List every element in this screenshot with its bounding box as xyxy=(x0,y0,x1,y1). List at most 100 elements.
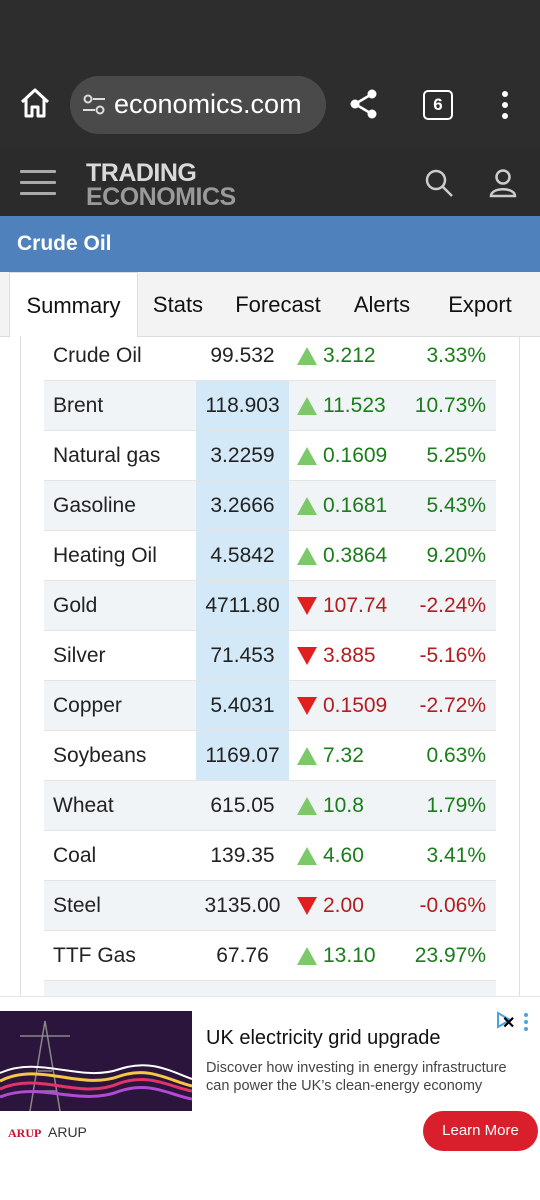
ad-image[interactable] xyxy=(0,1011,192,1111)
up-arrow-icon xyxy=(297,847,317,865)
price-change: 10.8 xyxy=(323,794,364,817)
up-arrow-icon xyxy=(297,547,317,565)
address-bar[interactable]: economics.com xyxy=(70,76,326,134)
table-row[interactable]: Coal 139.35 4.60 3.41% xyxy=(44,831,496,881)
logo-line-1: TRADING xyxy=(86,159,197,187)
learn-more-button[interactable]: Learn More xyxy=(423,1111,538,1151)
table-row[interactable]: TTF Gas 67.76 13.10 23.97% xyxy=(44,931,496,981)
row-divider xyxy=(44,880,496,881)
tab-switcher-button[interactable]: 6 xyxy=(423,90,453,120)
logo-line-2: ECONOMICS xyxy=(86,183,236,211)
up-arrow-icon xyxy=(297,747,317,765)
up-arrow-icon xyxy=(297,497,317,515)
hamburger-menu-icon[interactable] xyxy=(20,170,56,196)
commodity-name[interactable]: Copper xyxy=(53,694,122,717)
percent-change: -5.16% xyxy=(419,644,486,667)
percent-change: 9.20% xyxy=(426,544,486,567)
price-change: 0.1609 xyxy=(323,444,388,467)
tab-summary[interactable]: Summary xyxy=(9,272,138,337)
percent-change: 5.25% xyxy=(426,444,486,467)
commodity-name[interactable]: Crude Oil xyxy=(53,344,142,367)
table-row[interactable]: Natural gas 3.2259 0.1609 5.25% xyxy=(44,431,496,481)
price-change: 107.74 xyxy=(323,594,388,617)
browser-toolbar: economics.com 6 xyxy=(0,62,540,146)
ad-close-icon[interactable]: ✕ xyxy=(502,1015,516,1032)
commodity-name[interactable]: Soybeans xyxy=(53,744,147,767)
tab-export[interactable]: Export xyxy=(448,292,512,317)
table-row[interactable]: Soybeans 1169.07 7.32 0.63% xyxy=(44,731,496,781)
commodity-name[interactable]: Steel xyxy=(53,894,101,917)
commodity-price: 3.2666 xyxy=(196,481,289,531)
percent-change: 0.63% xyxy=(426,744,486,767)
commodity-price: 4.5842 xyxy=(196,531,289,581)
commodity-price: 3135.00 xyxy=(204,894,281,917)
percent-change: -2.24% xyxy=(419,594,486,617)
commodity-name[interactable]: Silver xyxy=(53,644,106,667)
up-arrow-icon xyxy=(297,797,317,815)
table-row[interactable]: Gold 4711.80 107.74 -2.24% xyxy=(44,581,496,631)
table-row[interactable]: Wheat 615.05 10.8 1.79% xyxy=(44,781,496,831)
table-row[interactable]: Heating Oil 4.5842 0.3864 9.20% xyxy=(44,531,496,581)
up-arrow-icon xyxy=(297,447,317,465)
table-row[interactable]: Copper 5.4031 0.1509 -2.72% xyxy=(44,681,496,731)
tab-alerts[interactable]: Alerts xyxy=(353,292,411,317)
table-row[interactable]: Gasoline 3.2666 0.1681 5.43% xyxy=(44,481,496,531)
percent-change: 23.97% xyxy=(414,944,486,967)
percent-change: 5.43% xyxy=(426,494,486,517)
search-icon[interactable] xyxy=(424,168,454,198)
commodity-name[interactable]: Wheat xyxy=(53,794,114,817)
home-icon[interactable] xyxy=(18,86,52,120)
price-change: 0.1681 xyxy=(323,494,388,517)
browser-menu-icon[interactable] xyxy=(498,90,512,120)
commodity-name[interactable]: Natural gas xyxy=(53,444,161,467)
down-arrow-icon xyxy=(297,697,317,715)
price-change: 11.523 xyxy=(323,394,386,417)
share-icon[interactable] xyxy=(348,88,380,120)
ad-brand-name: ARUP xyxy=(48,1124,87,1140)
down-arrow-icon xyxy=(297,647,317,665)
percent-change: 3.33% xyxy=(426,344,486,367)
down-arrow-icon xyxy=(297,897,317,915)
price-change: 3.212 xyxy=(323,344,376,367)
page-title: Crude Oil xyxy=(17,232,112,255)
page-title-bar: Crude Oil xyxy=(0,216,540,272)
price-change: 13.10 xyxy=(323,944,376,967)
ad-menu-icon[interactable] xyxy=(523,1013,529,1031)
tab-forecast[interactable]: Forecast xyxy=(235,292,321,317)
commodity-name[interactable]: Brent xyxy=(53,394,104,417)
site-settings-icon[interactable] xyxy=(82,94,106,116)
commodity-name[interactable]: Gold xyxy=(53,594,98,617)
commodity-name[interactable]: Lead xyxy=(53,981,100,996)
table-row[interactable]: Crude Oil 99.532 3.212 3.33% xyxy=(44,336,496,381)
tab-stats[interactable]: Stats xyxy=(152,292,204,317)
ad-body[interactable]: Discover how investing in energy infrast… xyxy=(206,1060,507,1094)
percent-change: 2.41% xyxy=(426,981,486,996)
site-logo[interactable]: TRADING ECONOMICS xyxy=(86,159,236,211)
table-row[interactable]: Brent 118.903 11.523 10.73% xyxy=(44,381,496,431)
advertisement[interactable]: UK electricity grid upgrade Discover how… xyxy=(0,996,540,1168)
up-arrow-icon xyxy=(297,397,317,415)
ad-headline[interactable]: UK electricity grid upgrade xyxy=(206,1027,441,1049)
price-change: 2.50 xyxy=(323,981,364,996)
table-row[interactable]: Lead 113.50 2.50 2.41% xyxy=(44,981,496,996)
user-icon[interactable] xyxy=(488,168,518,198)
commodity-price: 615.05 xyxy=(210,794,275,817)
up-arrow-icon xyxy=(297,981,317,996)
commodity-name[interactable]: Gasoline xyxy=(53,494,136,517)
row-divider xyxy=(44,480,496,481)
commodity-price: 67.76 xyxy=(216,944,269,967)
percent-change: 1.79% xyxy=(426,794,486,817)
adchoices-icon[interactable] xyxy=(495,1011,513,1029)
commodities-table: Crude Oil 99.532 3.212 3.33% Brent 118.903 11.… xyxy=(20,336,520,996)
commodity-name[interactable]: TTF Gas xyxy=(53,944,136,967)
up-arrow-icon xyxy=(297,947,317,965)
table-row[interactable]: Silver 71.453 3.885 -5.16% xyxy=(44,631,496,681)
price-change: 3.885 xyxy=(323,644,376,667)
commodity-name[interactable]: Coal xyxy=(53,844,97,867)
commodity-price: 118.903 xyxy=(196,381,289,431)
price-change: 4.60 xyxy=(323,844,364,867)
row-divider xyxy=(44,680,496,681)
tab-bar: Summary Stats Forecast Alerts Export xyxy=(0,272,540,337)
commodity-name[interactable]: Heating Oil xyxy=(53,544,157,567)
table-row[interactable]: Steel 3135.00 2.00 -0.06% xyxy=(44,881,496,931)
